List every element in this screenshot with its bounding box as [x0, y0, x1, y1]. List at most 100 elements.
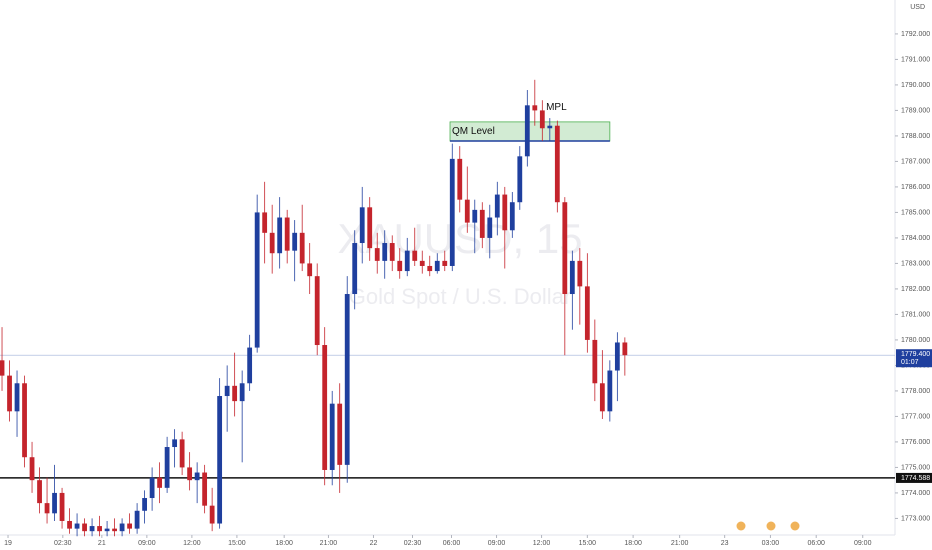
candle-body: [82, 523, 87, 532]
candle-body: [517, 156, 523, 203]
candle-body: [239, 383, 245, 402]
event-icons: [736, 521, 800, 531]
candle-body: [112, 528, 117, 532]
qm-label: QM Level: [452, 126, 495, 137]
last-price-label: 1779.400: [901, 351, 930, 358]
y-tick-label: 1790.000: [901, 82, 930, 89]
candle-body: [577, 260, 583, 287]
candle-body: [569, 260, 575, 295]
candle-body: [434, 260, 440, 272]
candle-body: [389, 243, 395, 261]
candle-body: [352, 243, 358, 295]
candle-body: [382, 243, 388, 261]
candle-body: [269, 232, 275, 254]
candle-body: [442, 260, 448, 266]
y-tick-label: 1775.000: [901, 464, 930, 471]
candle-body: [344, 294, 350, 465]
x-tick-label: 12:00: [183, 540, 201, 547]
candle-body: [164, 447, 170, 488]
candle-body: [29, 457, 35, 481]
candle-body: [172, 439, 178, 448]
x-tick-label: 22: [370, 540, 378, 547]
candle-body: [7, 375, 12, 412]
y-tick-label: 1786.000: [901, 184, 930, 191]
y-tick-label: 1791.000: [901, 56, 930, 63]
y-tick-label: 1777.000: [901, 413, 930, 420]
candle-body: [329, 403, 335, 470]
candle-body: [404, 250, 410, 272]
y-tick-label: 1789.000: [901, 107, 930, 114]
candle-body: [397, 260, 403, 272]
x-tick-label: 06:00: [443, 540, 461, 547]
candle-body: [532, 105, 538, 111]
y-tick-label: 1774.000: [901, 490, 930, 497]
candle-body: [202, 472, 208, 506]
candle-body: [562, 202, 568, 295]
x-tick-label: 15:00: [228, 540, 246, 547]
event-icon: [736, 521, 746, 531]
x-tick-label: 21:00: [320, 540, 338, 547]
candle-body: [37, 480, 42, 504]
candle-body: [22, 383, 27, 458]
y-tick-label: 1781.000: [901, 311, 930, 318]
candle-body: [149, 477, 155, 499]
candle-body: [97, 526, 102, 532]
candle-body: [187, 467, 193, 481]
candle-body: [292, 232, 298, 251]
candle-body: [262, 212, 268, 233]
candle-body: [479, 209, 485, 238]
y-tick-label: 1792.000: [901, 31, 930, 38]
watermark-subtitle: Gold Spot / U.S. Dollar: [349, 284, 572, 309]
y-tick-label: 1785.000: [901, 209, 930, 216]
y-tick-label: 1780.000: [901, 337, 930, 344]
level-badge: [896, 472, 932, 483]
x-tick-label: 21: [98, 540, 106, 547]
candle-body: [0, 360, 5, 376]
candle-body: [142, 498, 148, 511]
candle-body: [502, 194, 508, 231]
x-tick-label: 06:00: [807, 540, 825, 547]
candle-body: [359, 207, 365, 244]
candle-body: [412, 250, 418, 261]
x-tick-label: 09:00: [488, 540, 506, 547]
level-label: 1774.588: [901, 475, 930, 482]
candle-body: [554, 125, 560, 203]
y-tick-label: 1784.000: [901, 235, 930, 242]
candle-body: [487, 217, 493, 238]
candle-body: [457, 158, 463, 200]
candle-body: [547, 125, 553, 129]
candle-body: [314, 276, 320, 346]
x-tick-label: 15:00: [579, 540, 597, 547]
candle-body: [217, 396, 223, 524]
candle-body: [427, 265, 433, 272]
x-tick-label: 12:00: [533, 540, 551, 547]
watermark: XAUUSD, 15 Gold Spot / U.S. Dollar: [337, 215, 582, 309]
candle-body: [374, 248, 380, 261]
y-tick-label: 1778.000: [901, 388, 930, 395]
candle-body: [119, 523, 125, 532]
y-tick-label: 1788.000: [901, 133, 930, 140]
annotation: MPL: [546, 102, 567, 113]
candle-body: [194, 472, 200, 481]
candle-body: [419, 260, 425, 266]
candle-body: [209, 505, 215, 524]
candle-body: [307, 263, 313, 277]
candle-body: [67, 520, 72, 529]
candle-body: [277, 217, 283, 254]
candle-body: [322, 345, 328, 470]
event-icon: [766, 521, 776, 531]
candle-body: [284, 217, 290, 251]
candle-body: [127, 523, 132, 529]
candle-body: [367, 207, 373, 249]
candle-body: [254, 212, 260, 348]
candle-body: [539, 110, 545, 129]
candle-body: [104, 528, 110, 532]
x-tick-label: 09:00: [138, 540, 156, 547]
candle-body: [299, 232, 305, 264]
y-tick-label: 1782.000: [901, 286, 930, 293]
x-tick-label: 18:00: [275, 540, 293, 547]
candle-body: [44, 503, 50, 514]
candle-body: [607, 370, 613, 412]
candle-body: [524, 105, 530, 157]
